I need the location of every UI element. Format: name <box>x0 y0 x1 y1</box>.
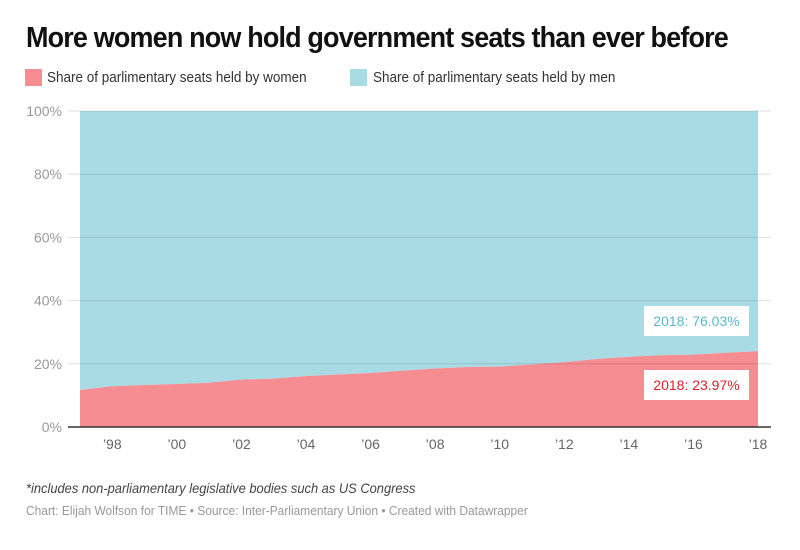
legend-swatch-women <box>25 69 42 86</box>
area-women <box>80 351 758 427</box>
legend-swatch-men <box>350 69 367 86</box>
legend-label-women: Share of parlimentary seats held by wome… <box>47 69 307 86</box>
legend-label-men: Share of parlimentary seats held by men <box>373 69 616 86</box>
x-tick-label: ’18 <box>749 436 768 452</box>
area-men <box>80 111 758 391</box>
chart-title: More women now hold government seats tha… <box>26 22 729 54</box>
y-axis: 0% 20% 40% 60% 80% 100% <box>26 103 62 435</box>
annotation-men-2018: 2018: 76.03% <box>644 306 749 337</box>
y-tick-label: 80% <box>34 166 62 182</box>
x-tick-label: ’02 <box>232 436 251 452</box>
chart-byline: Chart: Elijah Wolfson for TIME • Source:… <box>26 503 528 518</box>
y-tick-label: 60% <box>34 229 62 245</box>
x-tick-label: ’98 <box>103 436 122 452</box>
y-tick-label: 20% <box>34 356 62 372</box>
chart-area: 0% 20% 40% 60% 80% 100% ’98 ’00 ’02 ’04 ’06 ’08 ’10… <box>26 103 771 452</box>
x-tick-label: ’08 <box>426 436 445 452</box>
x-tick-label: ’16 <box>684 436 703 452</box>
annotation-women-2018: 2018: 23.97% <box>644 370 749 401</box>
x-tick-label: ’12 <box>555 436 574 452</box>
chart-notes: *includes non-parliamentary legislative … <box>26 480 416 496</box>
x-tick-label: ’10 <box>490 436 509 452</box>
x-tick-label: ’14 <box>620 436 639 452</box>
gridlines <box>68 110 771 428</box>
y-tick-label: 40% <box>34 293 62 309</box>
x-tick-label: ’06 <box>361 436 380 452</box>
y-tick-label: 100% <box>26 103 62 119</box>
x-tick-label: ’00 <box>168 436 187 452</box>
area-layers <box>80 111 758 427</box>
x-axis: ’98 ’00 ’02 ’04 ’06 ’08 ’10 ’12 ’14 ’16 ’18 <box>103 436 768 452</box>
y-tick-label: 0% <box>42 419 62 435</box>
x-tick-label: ’04 <box>297 436 316 452</box>
